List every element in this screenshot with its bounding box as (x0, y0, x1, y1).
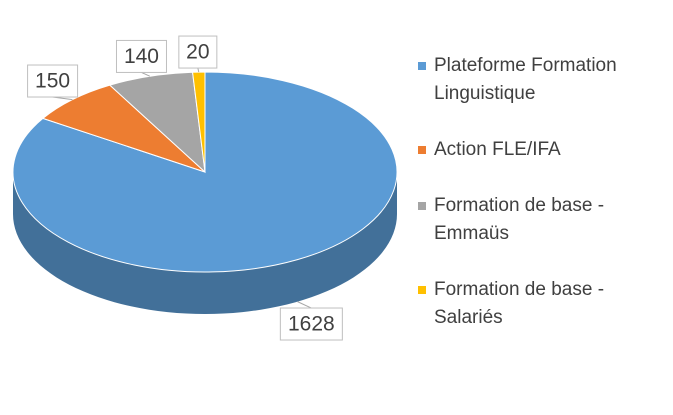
data-label-box (27, 64, 79, 98)
data-label: 1628 (288, 313, 335, 336)
data-label: 140 (124, 45, 159, 68)
slice-side (13, 172, 397, 314)
data-label-box (115, 39, 167, 73)
legend-swatch (418, 146, 426, 154)
legend-item: Formation de base - Salariés (412, 276, 670, 332)
legend-swatch (418, 62, 426, 70)
leader-line (297, 301, 312, 309)
legend-item: Action FLE/IFA (412, 136, 670, 164)
slice (191, 71, 206, 173)
legend-label: Action FLE/IFA (434, 139, 561, 160)
data-label: 150 (35, 70, 70, 93)
legend-swatch (418, 286, 426, 294)
legend-item: Formation de base - Emmaüs (412, 192, 670, 248)
slice (41, 84, 206, 173)
data-label-box (178, 35, 218, 69)
legend-label: Formation de base - Salariés (434, 279, 605, 328)
leader-line (197, 67, 200, 73)
data-label: 20 (186, 41, 209, 64)
legend-item: Plateforme Formation Linguistique (412, 52, 670, 108)
leader-line (141, 71, 150, 77)
legend-label: Formation de base - Emmaüs (434, 195, 605, 244)
data-label-box (279, 307, 343, 341)
legend-swatch (418, 202, 426, 210)
legend-label: Plateforme Formation Linguistique (434, 55, 617, 104)
legend: Plateforme Formation Linguistique Action … (412, 52, 670, 360)
